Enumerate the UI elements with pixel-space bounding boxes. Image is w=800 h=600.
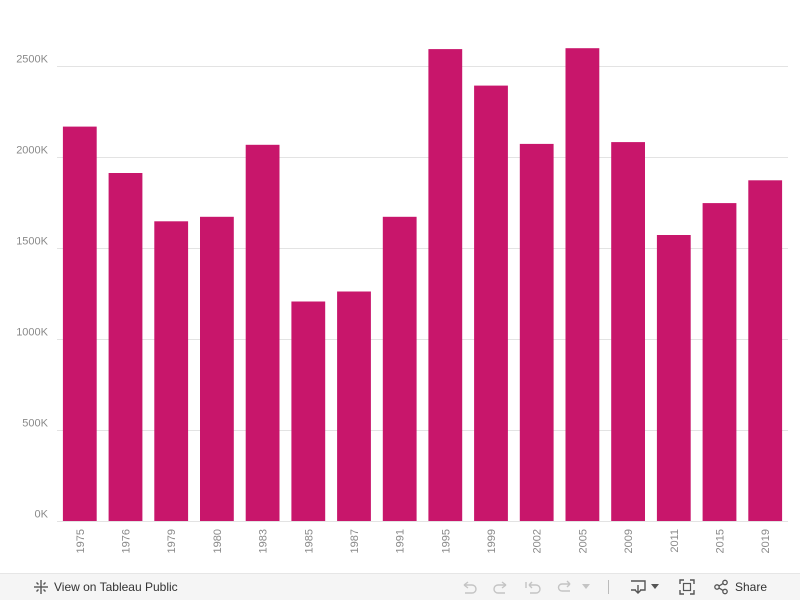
x-tick-label: 1975 [75,529,87,553]
x-tick-label: 1987 [349,529,361,553]
revert-icon[interactable] [524,579,542,595]
bars [62,48,783,522]
bar-1985[interactable] [291,301,326,522]
share-icon [714,579,728,595]
download-icon[interactable] [629,579,647,595]
bar-2009[interactable] [611,142,645,521]
bar-1976[interactable] [108,173,143,521]
bar-1995[interactable] [428,49,463,521]
x-tick-label: 1979 [166,529,178,553]
x-axis-ticks: 1975 1976 1979 1980 1983 1985 1987 1991 1995 1999… [75,529,772,553]
share-button[interactable]: Share [713,579,767,595]
bar-2015[interactable] [702,203,737,521]
tableau-toolbar: View on Tableau Public [0,573,800,600]
y-tick-label: 2000K [16,145,48,157]
y-tick-label: 2500K [16,54,48,66]
y-axis-ticks: 0K 500K 1000K 1500K 2000K 2500K [16,54,48,521]
bar-2005[interactable] [565,48,600,521]
bar-1980[interactable] [200,216,234,522]
bar-1991[interactable] [382,216,417,522]
toolbar-separator [607,580,609,594]
view-on-tableau-public-link[interactable]: View on Tableau Public [0,579,178,595]
download-dropdown-icon[interactable] [650,584,659,590]
tableau-logo-icon [34,580,48,594]
share-label: Share [734,580,767,594]
y-tick-label: 500K [22,418,48,430]
x-tick-label: 1976 [121,529,133,553]
refresh-dropdown-icon[interactable] [581,584,590,590]
x-tick-label: 1995 [440,529,452,553]
bar-2002[interactable] [519,143,554,521]
y-tick-label: 0K [35,509,49,521]
bar-2019[interactable] [748,180,783,522]
x-tick-label: 2005 [577,529,589,553]
x-tick-label: 2009 [623,529,635,553]
undo-icon[interactable] [460,579,478,595]
x-tick-label: 2002 [532,529,544,553]
x-tick-label: 2019 [760,529,772,553]
x-tick-label: 2011 [669,529,681,553]
bar-1987[interactable] [337,291,371,522]
refresh-icon[interactable] [556,579,574,595]
bar-2011[interactable] [656,235,691,521]
bar-1975[interactable] [62,126,97,521]
x-tick-label: 1983 [258,529,270,553]
x-tick-label: 1999 [486,529,498,553]
x-tick-label: 1985 [303,529,315,553]
y-tick-label: 1500K [16,236,48,248]
x-tick-label: 2015 [714,529,726,553]
view-on-tableau-public-label: View on Tableau Public [54,580,178,594]
fullscreen-icon[interactable] [679,579,695,595]
y-tick-label: 1000K [16,327,48,339]
x-tick-label: 1980 [212,529,224,553]
bar-1979[interactable] [154,221,189,522]
redo-icon[interactable] [492,579,510,595]
bar-1983[interactable] [245,144,280,522]
bar-1999[interactable] [474,85,508,521]
x-tick-label: 1991 [395,529,407,553]
